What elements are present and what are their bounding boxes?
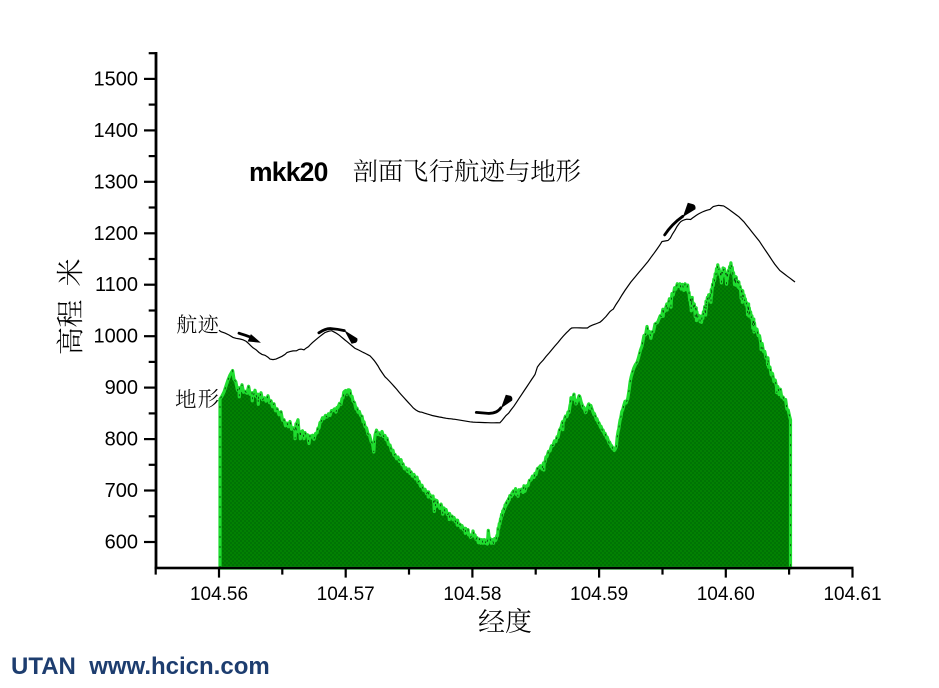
svg-text:104.56: 104.56 bbox=[190, 584, 248, 605]
svg-text:1400: 1400 bbox=[94, 120, 139, 142]
svg-text:104.61: 104.61 bbox=[823, 584, 881, 605]
svg-text:1100: 1100 bbox=[95, 274, 138, 296]
svg-text:UTAN www.hcicn.com: UTAN www.hcicn.com bbox=[11, 653, 270, 680]
svg-text:700: 700 bbox=[105, 480, 138, 502]
svg-text:1300: 1300 bbox=[94, 171, 139, 193]
svg-text:800: 800 bbox=[105, 429, 138, 451]
svg-text:900: 900 bbox=[105, 377, 138, 399]
svg-text:1000: 1000 bbox=[94, 326, 139, 348]
svg-text:mkk20: mkk20 bbox=[249, 157, 328, 187]
svg-text:600: 600 bbox=[105, 532, 138, 554]
svg-text:1200: 1200 bbox=[94, 223, 139, 245]
svg-text:104.58: 104.58 bbox=[443, 584, 501, 605]
svg-text:1500: 1500 bbox=[94, 68, 139, 90]
svg-text:104.57: 104.57 bbox=[317, 584, 375, 605]
svg-text:104.59: 104.59 bbox=[570, 584, 628, 605]
svg-text:104.60: 104.60 bbox=[697, 584, 755, 605]
